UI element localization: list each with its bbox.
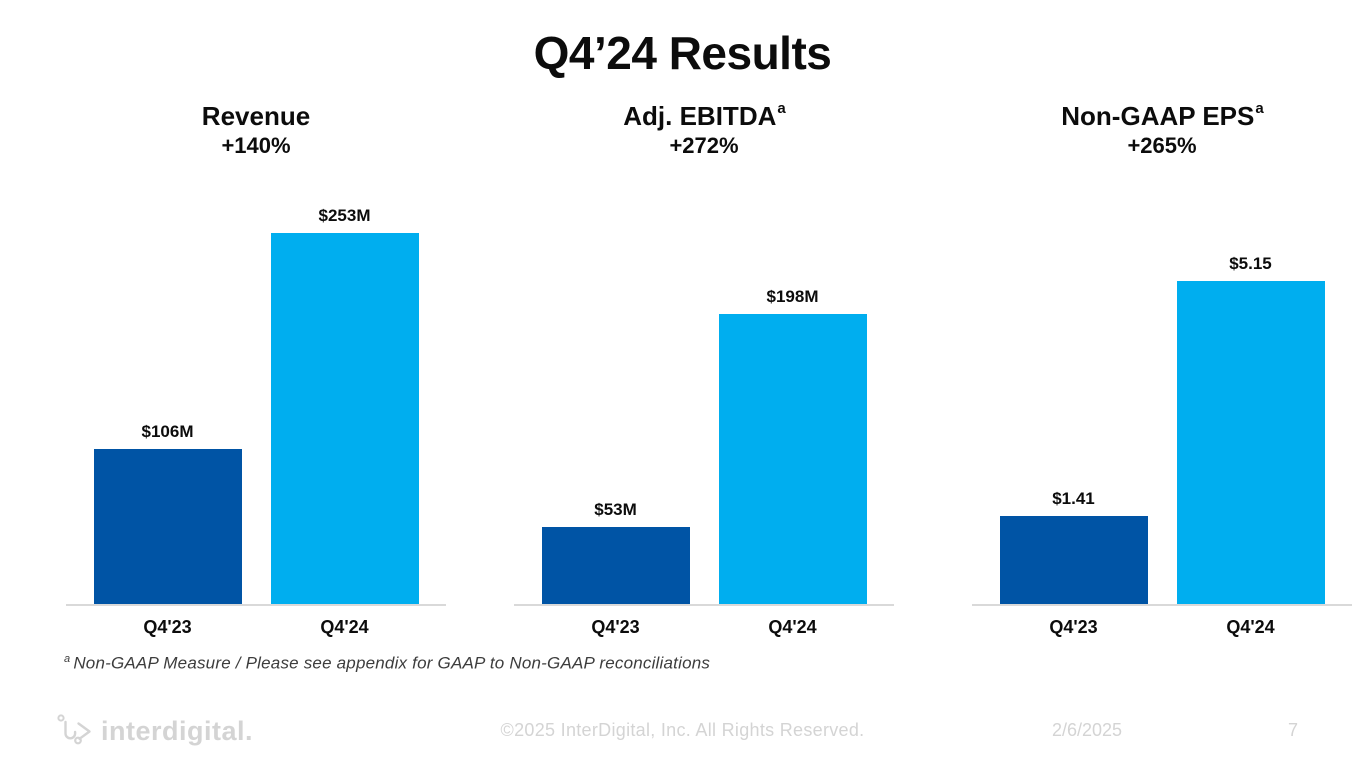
page-title: Q4’24 Results xyxy=(533,27,832,79)
footnote-marker: a xyxy=(1255,100,1264,118)
bar-value-label: $106M xyxy=(141,421,194,441)
bar-group-q424: $5.15 xyxy=(1176,253,1325,605)
chart-non-gaap-eps-title: Non-GAAP EPSa xyxy=(1061,100,1264,131)
interdigital-logo-icon xyxy=(56,710,92,753)
footnote: a Non-GAAP Measure / Please see appendix … xyxy=(64,653,710,674)
bar-value-label: $5.15 xyxy=(1229,253,1272,273)
chart-revenue-plot-area: $106M $253M xyxy=(66,166,446,607)
x-tick-label: Q4'24 xyxy=(1226,617,1275,638)
x-tick-label: Q4'23 xyxy=(143,617,192,638)
chart-revenue-x-axis: Q4'23 Q4'24 xyxy=(66,617,446,638)
interdigital-logo: interdigital. xyxy=(56,710,253,753)
bar-q424 xyxy=(1176,280,1325,605)
chart-non-gaap-eps-growth: +265% xyxy=(1127,132,1197,158)
bar-q423 xyxy=(93,448,242,605)
chart-revenue-growth: +140% xyxy=(221,132,291,158)
chart-non-gaap-eps-header: Non-GAAP EPSa +265% xyxy=(972,100,1352,158)
chart-revenue-header: Revenue +140% xyxy=(66,101,446,158)
x-tick-label: Q4'23 xyxy=(1049,617,1098,638)
chart-non-gaap-eps: Non-GAAP EPSa +265% $1.41 $5.15 Q4'23 Q4… xyxy=(972,100,1352,638)
chart-adj-ebitda-title: Adj. EBITDAa xyxy=(623,100,786,131)
chart-revenue: Revenue +140% $106M $253M Q4'23 Q4'24 xyxy=(66,101,446,638)
bar-group-q424: $253M xyxy=(270,206,419,605)
bar-value-label: $198M xyxy=(766,286,819,306)
page-number: 7 xyxy=(1288,720,1299,740)
bar-q423 xyxy=(999,515,1148,605)
chart-adj-ebitda-plot-area: $53M $198M xyxy=(514,166,894,607)
bar-value-label: $1.41 xyxy=(1052,488,1095,508)
copyright-text: ©2025 InterDigital, Inc. All Rights Rese… xyxy=(500,720,865,740)
footnote-text: Non-GAAP Measure / Please see appendix f… xyxy=(73,653,711,673)
footnote-marker: a xyxy=(777,100,786,118)
x-tick-label: Q4'23 xyxy=(591,617,640,638)
bar-q424 xyxy=(270,233,419,605)
bar-group-q423: $106M xyxy=(93,421,242,605)
x-tick-label: Q4'24 xyxy=(320,617,369,638)
bar-value-label: $253M xyxy=(318,206,371,226)
bar-value-label: $53M xyxy=(594,499,637,519)
interdigital-logo-text: interdigital. xyxy=(101,716,254,746)
footnote-marker: a xyxy=(64,653,71,665)
bar-q424 xyxy=(718,313,867,605)
chart-adj-ebitda-header: Adj. EBITDAa +272% xyxy=(514,100,894,158)
bar-q423 xyxy=(541,526,690,605)
chart-non-gaap-eps-plot-area: $1.41 $5.15 xyxy=(972,166,1352,607)
slide-date: 2/6/2025 xyxy=(1052,720,1123,740)
x-tick-label: Q4'24 xyxy=(768,617,817,638)
bar-group-q423: $53M xyxy=(541,499,690,605)
bar-group-q423: $1.41 xyxy=(999,488,1148,605)
chart-adj-ebitda: Adj. EBITDAa +272% $53M $198M Q4'23 Q4'2… xyxy=(514,100,894,638)
chart-non-gaap-eps-x-axis: Q4'23 Q4'24 xyxy=(972,617,1352,638)
chart-adj-ebitda-growth: +272% xyxy=(669,132,739,158)
bar-group-q424: $198M xyxy=(718,286,867,605)
chart-adj-ebitda-x-axis: Q4'23 Q4'24 xyxy=(514,617,894,638)
chart-revenue-title: Revenue xyxy=(201,101,311,131)
